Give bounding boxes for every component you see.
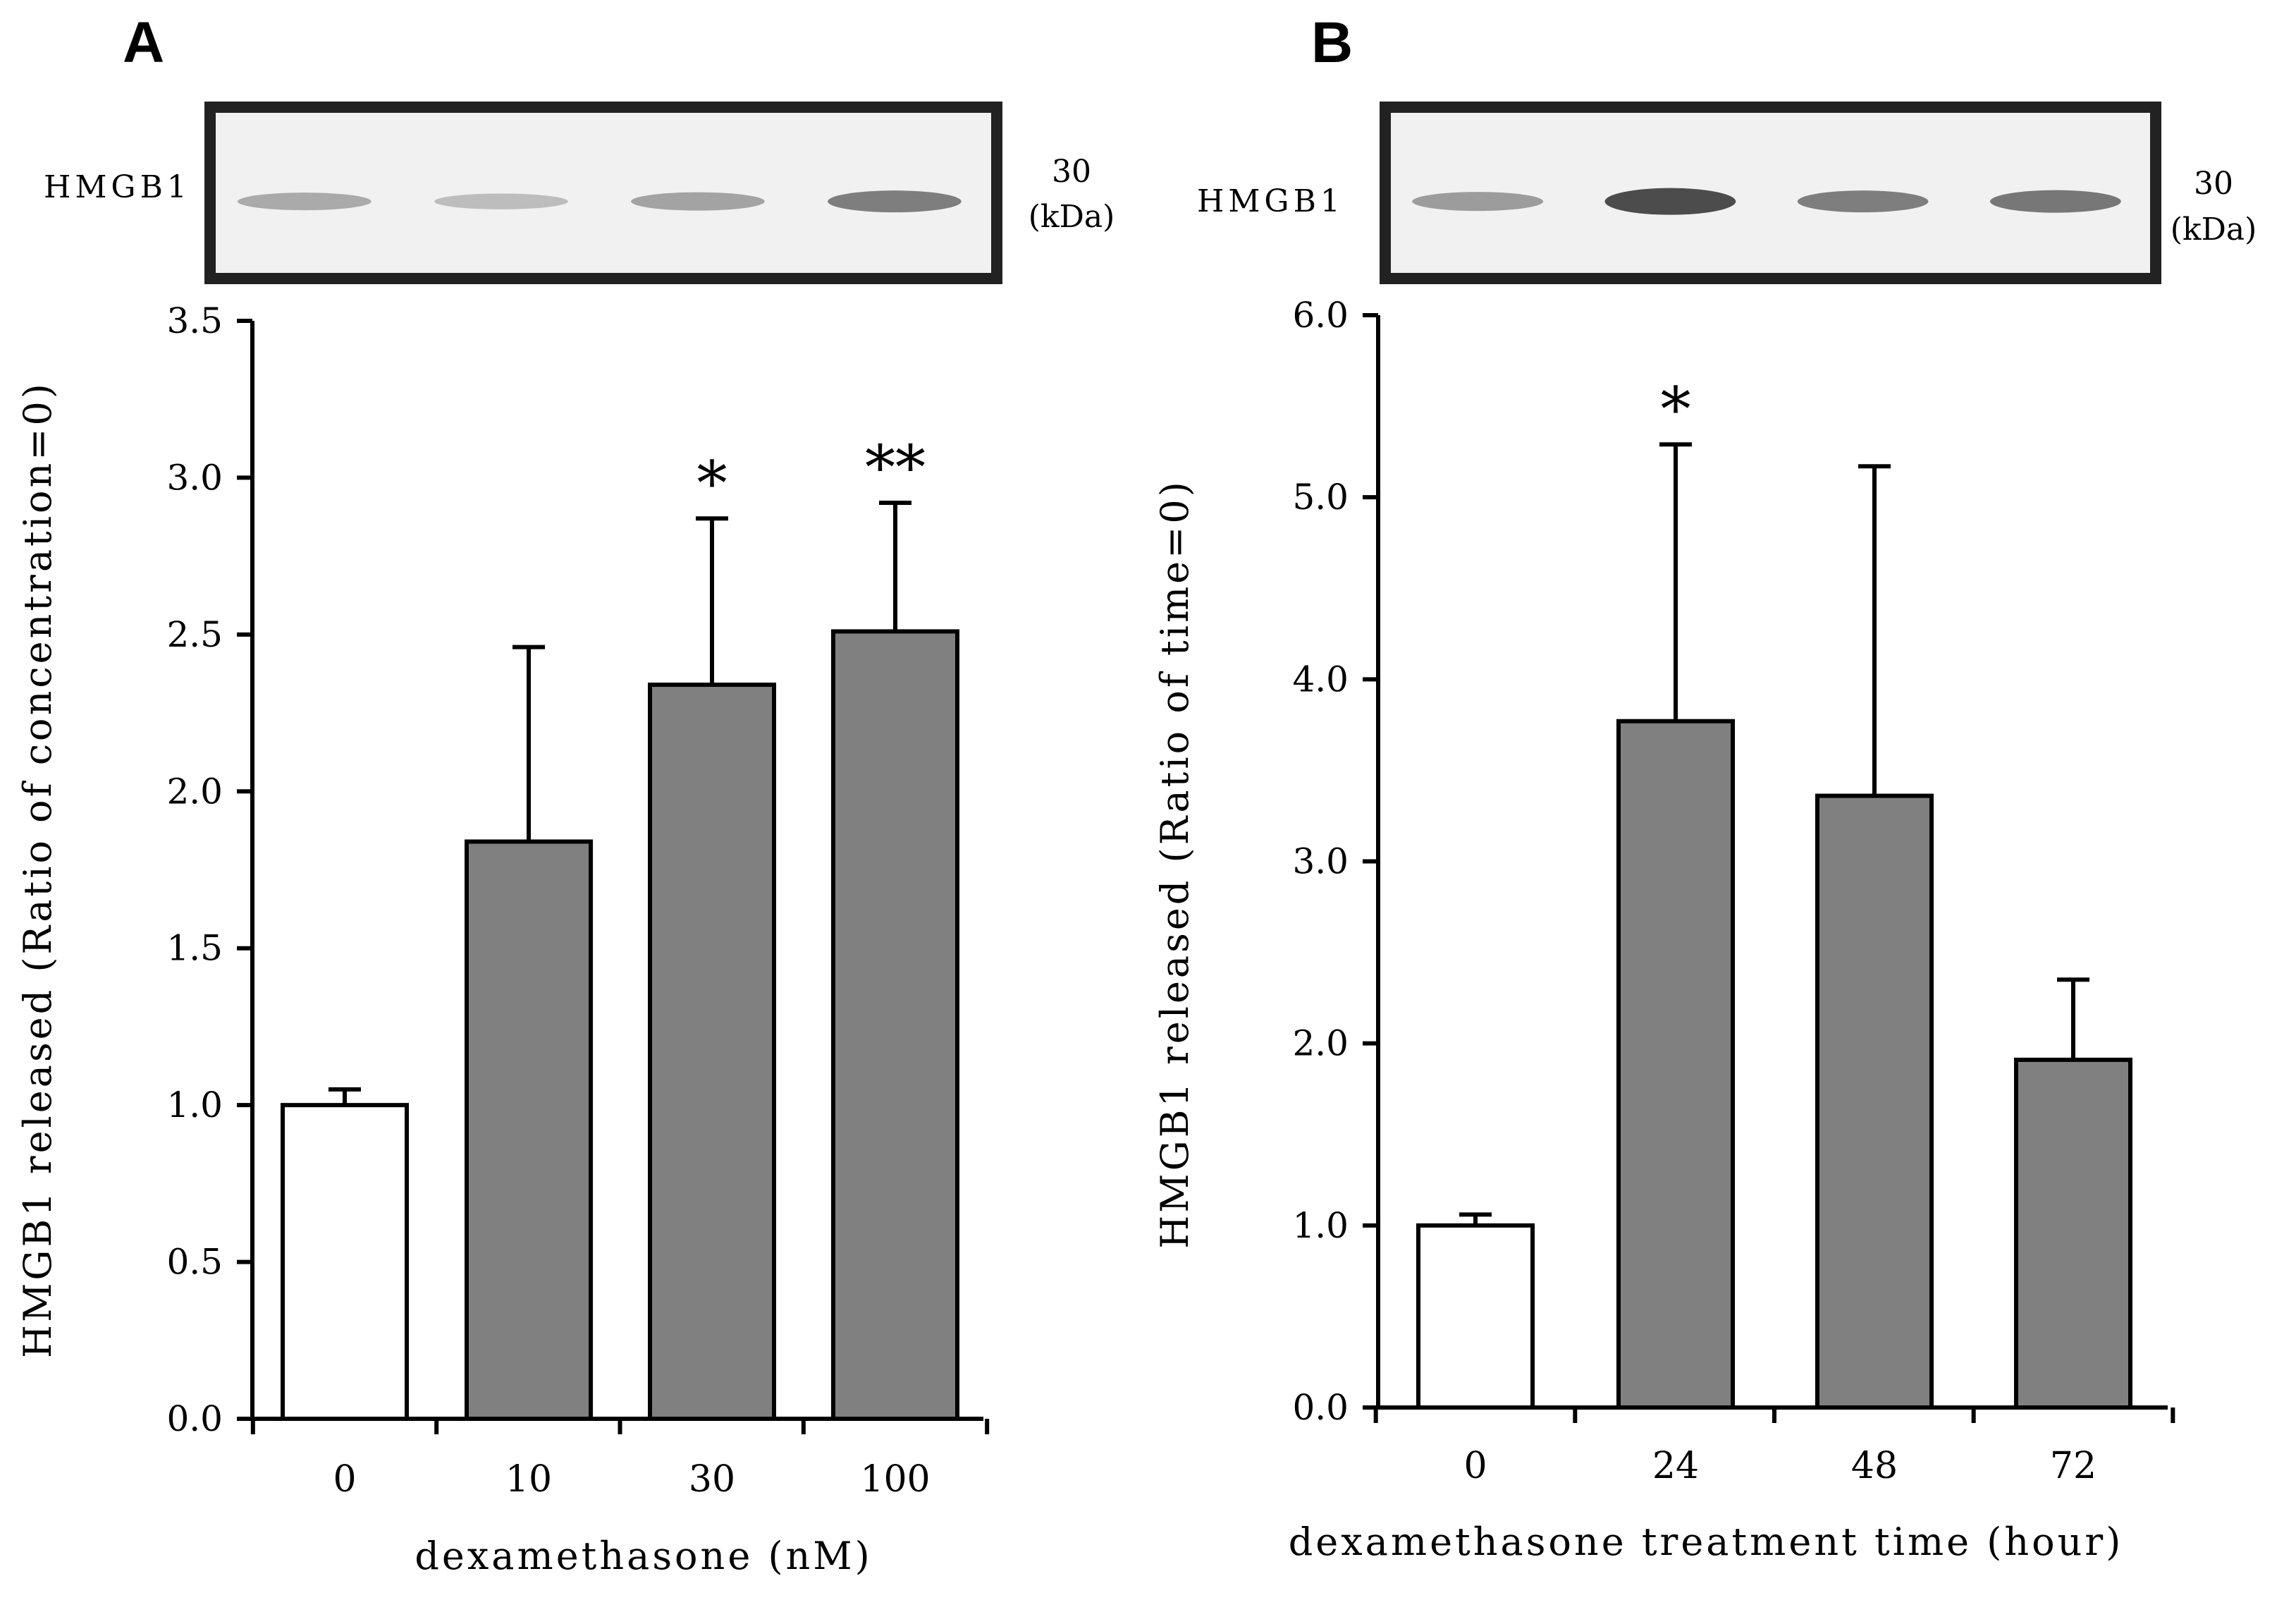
panel-b-y-tick-label: 4.0	[1292, 659, 1349, 700]
panel-b-error-bar	[1858, 464, 1891, 796]
panel-a-x-tick-label: 100	[860, 1458, 930, 1501]
panel-b-error-bar	[1659, 442, 1692, 721]
panel-a-x-tick-label: 0	[333, 1458, 356, 1501]
panel-b-mw-value: 30	[2194, 166, 2233, 202]
panel-a-y-tick-label: 2.5	[166, 614, 223, 655]
panel-b-blot-band	[1797, 190, 1929, 213]
panel-a-x-tick-label: 30	[689, 1458, 735, 1501]
panel-a-significance-marker: **	[865, 433, 926, 503]
panel-a-blot-band	[434, 193, 568, 209]
panel-b-bar-48	[1815, 793, 1934, 1410]
panel-b-significance-marker: *	[1661, 374, 1691, 445]
panel-a-x-axis-title: dexamethasone (nM)	[415, 1534, 872, 1578]
panel-a-y-tick-label: 0.0	[166, 1398, 223, 1439]
panel-b-blot-band	[1990, 190, 2121, 213]
panel-b-x-tick-label: 48	[1851, 1445, 1898, 1487]
panel-a-bar-0	[281, 1103, 409, 1421]
panel-b-blot-image	[1380, 102, 2161, 284]
panel-b-x-tick-label: 72	[2050, 1445, 2097, 1487]
panel-a-label: A	[123, 11, 164, 75]
panel-a-bar-30	[648, 683, 776, 1421]
panel-b-y-axis-title: HMGB1 released (Ratio of time=0)	[1153, 479, 1197, 1249]
panel-a-y-tick-label: 3.5	[166, 300, 223, 341]
panel-b-bar-0	[1416, 1223, 1535, 1410]
panel-a-blot-band	[828, 190, 962, 213]
panel-b-blot-protein-label: HMGB1	[1197, 183, 1344, 219]
panel-b-x-axis-title: dexamethasone treatment time (hour)	[1289, 1520, 2124, 1564]
panel-a-error-bar	[329, 1087, 361, 1106]
panel-a-mw-unit: (kDa)	[1029, 199, 1115, 235]
panel-a-x-tick-label: 10	[505, 1458, 552, 1501]
panel-b-y-tick-label: 1.0	[1292, 1205, 1349, 1246]
panel-b-error-bar	[1459, 1212, 1492, 1226]
panel-b-bar-24	[1616, 719, 1735, 1410]
panel-a-blot-image	[204, 102, 1002, 284]
panel-a-y-tick-label: 1.5	[166, 928, 223, 969]
panel-b-blot-band	[1412, 192, 1544, 212]
panel-b-blot-band	[1604, 188, 1736, 215]
panel-a-y-tick-label: 0.5	[166, 1242, 223, 1283]
panel-a-significance-marker: *	[697, 448, 728, 519]
panel-a-bar-100	[831, 629, 959, 1421]
panel-b-y-tick-label: 6.0	[1292, 295, 1349, 336]
panel-a-y-tick-label: 2.0	[166, 771, 223, 812]
panel-a-y-tick-label: 1.0	[166, 1085, 223, 1125]
panel-b-label: B	[1311, 11, 1353, 75]
panel-b-y-tick-label: 0.0	[1292, 1387, 1349, 1428]
panel-a-error-bar	[696, 516, 728, 685]
panel-a-error-bar	[879, 501, 911, 632]
panel-b-y-tick-label: 2.0	[1292, 1023, 1349, 1064]
panel-b: B HMGB1 30 (kDa) 0.0 1.0 2.0 3.0 4.0 5.0 6.0 0 * 24 48…	[1153, 11, 2257, 1564]
panel-b-error-bar	[2057, 977, 2089, 1060]
panel-b-x-tick-label: 24	[1652, 1445, 1699, 1487]
panel-a-bar-10	[465, 839, 593, 1422]
panel-b-mw-unit: (kDa)	[2171, 212, 2257, 248]
panel-a-blot-band	[238, 193, 372, 211]
panel-b-y-tick-label: 3.0	[1292, 841, 1349, 882]
panel-b-x-tick-label: 0	[1463, 1445, 1487, 1487]
panel-a-mw-value: 30	[1052, 154, 1091, 190]
panel-a-y-axis-title: HMGB1 released (Ratio of concentration=0…	[16, 381, 60, 1358]
panel-a-error-bar	[512, 645, 545, 842]
panel-b-bar-72	[2014, 1057, 2132, 1410]
panel-a-blot-protein-label: HMGB1	[44, 169, 191, 205]
panel-a-blot-band	[631, 192, 765, 211]
panel-a: A HMGB1 30 (kDa) 0.0 0.5 1.0 1.5 2.0 2.5 3.0 3.5 0 10…	[16, 11, 1115, 1578]
panel-a-y-tick-label: 3.0	[166, 457, 223, 498]
panel-b-y-tick-label: 5.0	[1292, 477, 1349, 518]
